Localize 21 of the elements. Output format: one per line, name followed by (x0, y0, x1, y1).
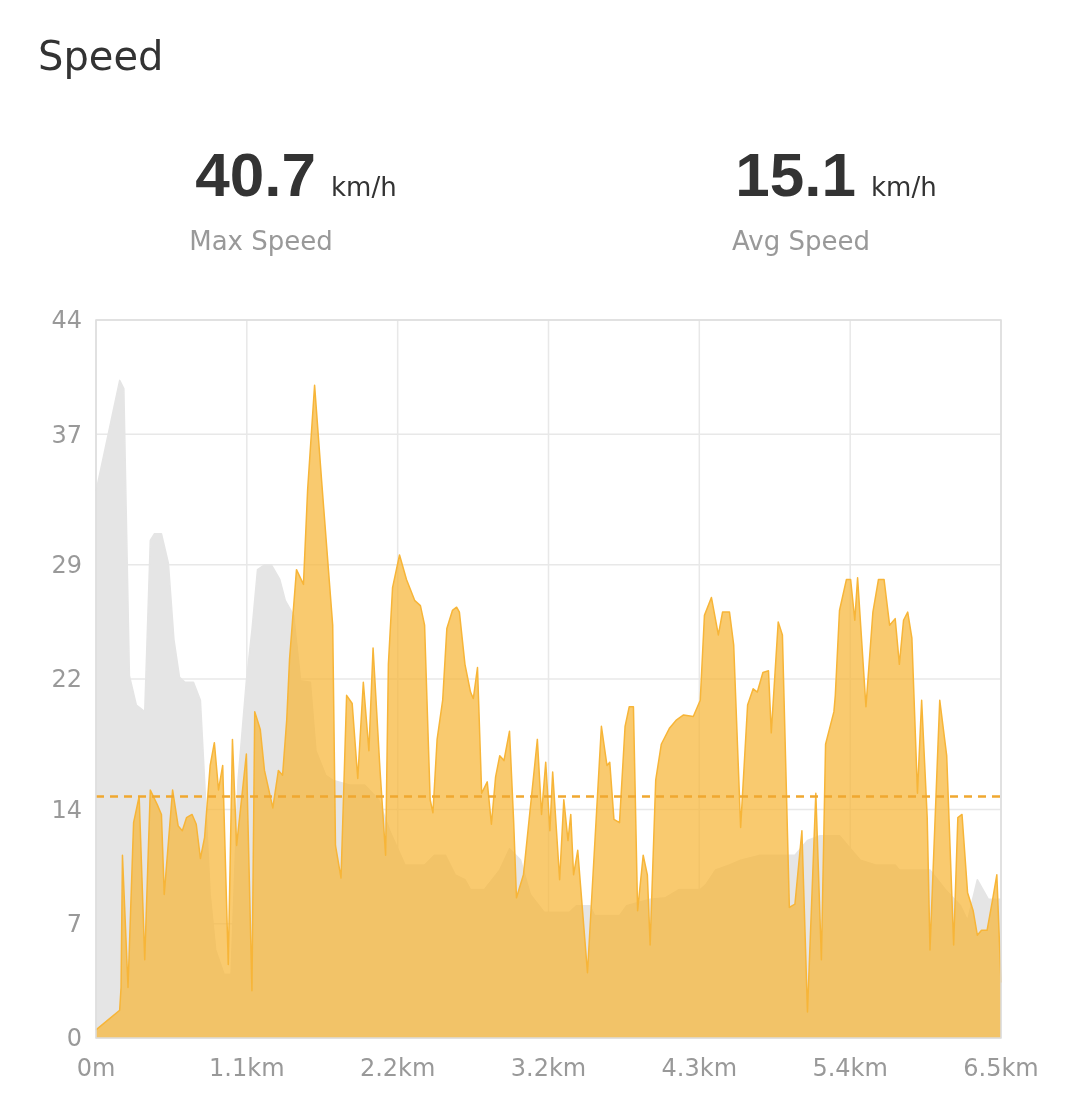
text: 40.7 (195, 140, 316, 209)
y-tick-label: 0 (66, 1024, 82, 1053)
y-tick-label: 14 (51, 795, 82, 824)
x-tick-label: 0m (76, 1054, 116, 1082)
x-tick-label: 5.4km (812, 1054, 888, 1082)
text: Avg Speed (732, 226, 870, 256)
x-tick-label: 6.5km (963, 1054, 1039, 1082)
x-tick-label: 3.2km (510, 1054, 587, 1082)
chart-title: Speed (38, 33, 164, 79)
text: km/h (331, 172, 397, 202)
y-tick-label: 37 (51, 420, 82, 449)
y-tick-label: 44 (51, 306, 82, 335)
y-tick-label: 22 (51, 665, 82, 694)
text: Max Speed (189, 226, 333, 256)
y-tick-label: 29 (51, 551, 82, 580)
x-tick-label: 1.1km (209, 1054, 285, 1082)
x-tick-label: 2.2km (359, 1054, 436, 1082)
text: 15.1 (735, 140, 856, 209)
x-tick-label: 4.3km (661, 1054, 738, 1082)
text: km/h (871, 172, 937, 202)
y-tick-label: 7 (66, 910, 82, 939)
